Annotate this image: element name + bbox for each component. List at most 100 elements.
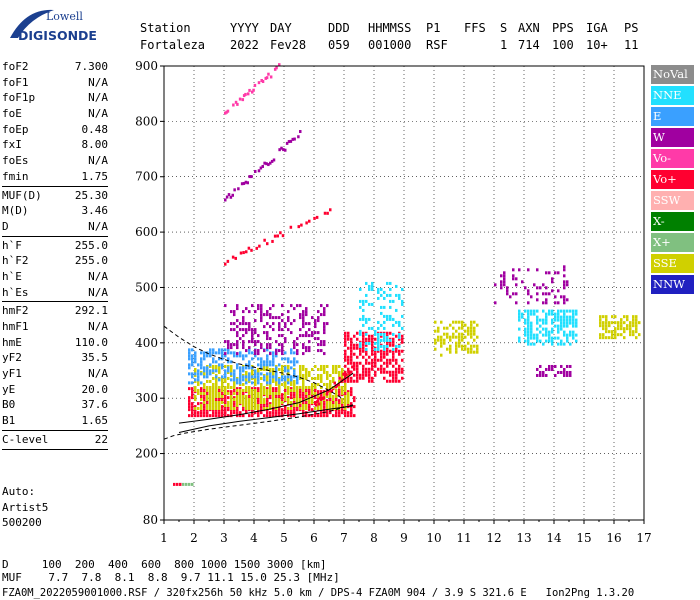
trace-point [234,100,238,104]
echo-point [218,364,221,368]
echo-point [380,344,383,348]
param-row: M(D) 3.46 [2,203,108,219]
echo-point [203,400,206,404]
echo-point [545,298,548,302]
echo-point [266,346,269,350]
echo-point [392,349,395,353]
echo-point [389,338,392,342]
echo-point [320,393,323,397]
echo-point [314,382,317,386]
echo-point [194,360,197,364]
echo-point [389,343,392,347]
echo-point [389,281,392,285]
echo-point [302,388,305,392]
echo-point [227,340,230,344]
echo-point [395,373,398,377]
param-value: N/A [88,75,108,89]
echo-point [392,352,395,356]
echo-point [548,333,551,337]
echo-point [263,405,266,409]
echo-point [470,335,473,339]
echo-point [344,403,347,407]
echo-point [305,385,308,389]
echo-point [401,376,404,380]
echo-point [371,346,374,350]
echo-point [362,373,365,377]
echo-point [248,351,251,355]
echo-point [344,337,347,341]
param-label: h`E [2,269,22,283]
echo-point [206,372,209,376]
echo-point [398,370,401,374]
echo-point [272,367,275,371]
echo-point [239,400,242,404]
param-row: foEp 0.48 [2,122,108,138]
echo-point [530,324,533,328]
echo-point [359,361,362,365]
echo-point [251,375,254,379]
trace-point [251,90,254,94]
echo-point [332,376,335,380]
echo-point [284,366,287,370]
echo-point [335,414,338,418]
echo-point [365,358,368,362]
echo-point [239,351,242,355]
echo-point [278,403,281,407]
echo-point [269,372,272,376]
echo-point [602,327,605,331]
echo-point [248,406,251,410]
echo-point [329,403,332,407]
echo-point [563,318,566,322]
echo-point [263,325,266,329]
echo-point [245,370,248,374]
echo-point [470,347,473,351]
echo-point [392,364,395,368]
trace-point [224,262,227,266]
echo-point [257,375,260,379]
echo-point [566,364,569,368]
echo-point [209,403,212,407]
echo-point [296,403,299,407]
echo-point [392,299,395,303]
echo-point [221,393,224,397]
echo-point [233,351,236,355]
echo-point [377,320,380,324]
echo-point [233,396,236,400]
echo-point [368,379,371,383]
param-value: N/A [88,285,108,299]
echo-point [290,405,293,409]
echo-point [341,385,344,389]
echo-point [305,403,308,407]
echo-point [206,411,209,415]
echo-point [302,393,305,397]
header-label: DDD [328,21,350,35]
echo-point [572,312,575,316]
echo-point [233,328,236,332]
param-row: yE 20.0 [2,382,108,398]
echo-point [218,348,221,352]
echo-point [560,339,563,343]
echo-point [611,330,614,334]
echo-point [557,271,560,275]
echo-point [284,382,287,386]
echo-point [371,281,374,285]
echo-point [194,379,197,383]
param-value: 255.0 [74,238,108,252]
echo-point [209,406,212,410]
echo-point [212,388,215,392]
echo-point [326,400,329,404]
echo-point [545,373,548,377]
echo-point [272,403,275,407]
echo-point [362,299,365,303]
echo-point [263,363,266,367]
echo-point [386,335,389,339]
echo-point [329,400,332,404]
echo-point [503,280,506,284]
param-value: 7.300 [74,60,108,73]
echo-point [401,299,404,303]
trace-point [279,231,282,235]
echo-point [395,370,398,374]
echo-point [536,318,539,322]
trace-point [343,372,346,376]
param-label: foF1p [2,91,36,105]
